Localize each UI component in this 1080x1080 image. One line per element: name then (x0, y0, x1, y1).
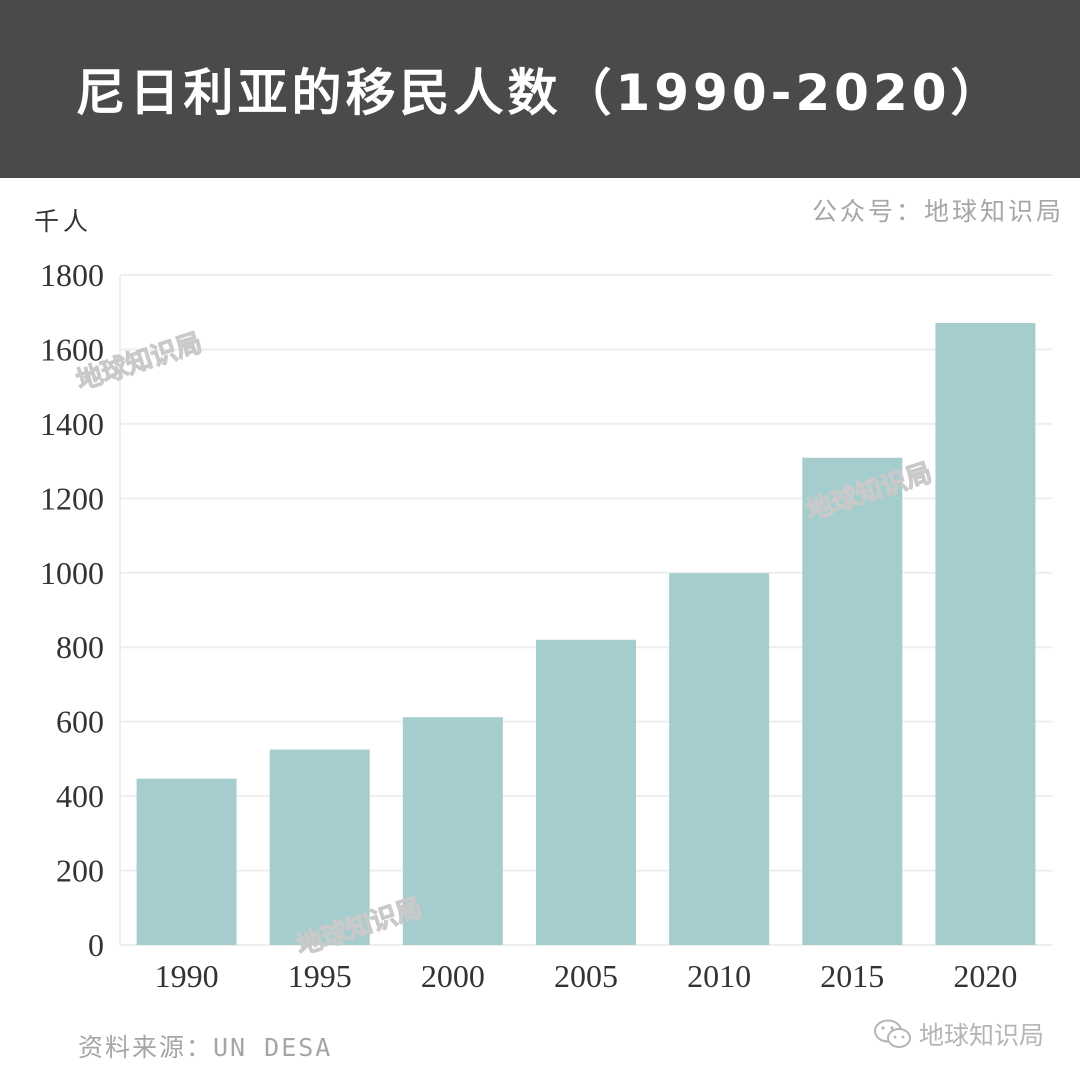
bar (402, 717, 503, 945)
y-tick-label: 1800 (40, 257, 104, 293)
wechat-icon (873, 1019, 911, 1048)
y-tick-label: 1200 (40, 480, 104, 516)
y-tick-label: 1600 (40, 331, 104, 367)
y-tick-label: 1400 (40, 406, 104, 442)
bar (802, 457, 903, 945)
x-tick-label: 1995 (288, 958, 352, 994)
x-tick-label: 2010 (687, 958, 751, 994)
chart-title: 尼日利亚的移民人数（1990-2020） (75, 64, 1005, 122)
y-tick-label: 800 (56, 629, 104, 665)
y-axis-unit-label: 千人 (34, 207, 92, 236)
x-tick-label: 1990 (155, 958, 219, 994)
account-label: 公众号：地球知识局 (811, 197, 1064, 226)
source-label: 资料来源：UN DESA (78, 1033, 333, 1062)
bar (136, 778, 237, 945)
brand-footer: 地球知识局 (873, 1016, 1044, 1052)
y-tick-label: 1000 (40, 555, 104, 591)
x-tick-label: 2020 (953, 958, 1017, 994)
bar (536, 639, 636, 945)
y-tick-label: 600 (56, 704, 104, 740)
x-tick-label: 2005 (554, 958, 618, 994)
y-tick-label: 200 (56, 853, 104, 889)
brand-name: 地球知识局 (918, 1021, 1044, 1050)
y-tick-label: 400 (56, 778, 104, 814)
title-banner: 尼日利亚的移民人数（1990-2020） (0, 0, 1080, 178)
x-tick-label: 2000 (421, 958, 485, 994)
y-tick-label: 0 (88, 927, 104, 963)
bar (935, 323, 1036, 945)
x-tick-label: 2015 (820, 958, 884, 994)
bar (669, 573, 770, 945)
bar (269, 749, 370, 945)
